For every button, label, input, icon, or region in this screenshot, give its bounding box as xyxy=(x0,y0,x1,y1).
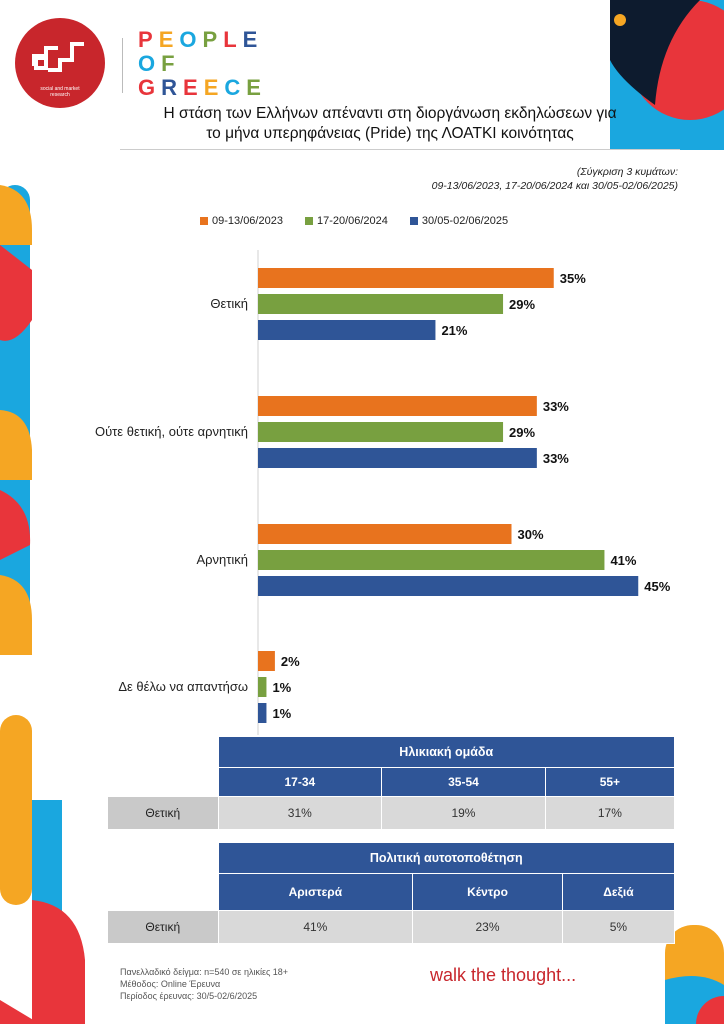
brand-letter: G xyxy=(138,75,162,100)
data-label: 41% xyxy=(610,553,636,568)
politics-col-header: Αριστερά xyxy=(217,873,414,911)
bar xyxy=(258,651,275,671)
bar xyxy=(258,268,554,288)
politics-col-header: Κέντρο xyxy=(412,873,563,911)
bar xyxy=(258,294,504,314)
brand-name-line-3: GREECE xyxy=(138,76,267,100)
chart-legend: 09-13/06/2023 17-20/06/2024 30/05-02/06/… xyxy=(200,214,580,228)
title-line-1: Η στάση των Ελλήνων απέναντι στη διοργάν… xyxy=(163,105,617,122)
footnote-sample: Πανελλαδικό δείγμα: n=540 σε ηλικίες 18+ xyxy=(120,967,289,977)
footnote-period: Περίοδος έρευνας: 30/5-02/6/2025 xyxy=(120,991,258,1001)
bar xyxy=(258,677,267,697)
legend-label: 09-13/06/2023 xyxy=(212,215,283,227)
legend-item: 09-13/06/2023 xyxy=(200,215,283,227)
brand-letter: L xyxy=(223,27,243,52)
data-label: 2% xyxy=(281,654,300,669)
bar xyxy=(258,576,639,596)
category-label: Ούτε θετική, ούτε αρνητική xyxy=(95,424,248,439)
brand-name-text: PEOPLE xyxy=(138,27,263,52)
category-label: Αρνητική xyxy=(196,552,248,567)
political-position-table: Πολιτική αυτοτοποθέτηση Αριστερά Κέντρο … xyxy=(107,842,676,944)
data-label: 30% xyxy=(518,527,544,542)
brand-letter: O xyxy=(179,27,203,52)
brand-letter: E xyxy=(246,75,267,100)
brand-letter: F xyxy=(161,51,181,76)
legend-item: 17-20/06/2024 xyxy=(304,215,388,227)
bar xyxy=(258,422,504,442)
brand-letter: E xyxy=(158,27,180,52)
age-group-table: Ηλικιακή ομάδα 17-34 35-54 55+ Θετική 31… xyxy=(107,736,676,830)
brand-letter: E xyxy=(242,27,264,52)
brand-letter: E xyxy=(203,75,225,100)
brand-letter: P xyxy=(202,27,224,52)
age-cell: 19% xyxy=(381,796,546,830)
age-cell: 17% xyxy=(544,796,676,830)
data-label: 35% xyxy=(560,271,586,286)
brand-name-text: OF xyxy=(138,51,181,76)
data-label: 45% xyxy=(644,579,670,594)
logo-caption: social and market research xyxy=(40,86,80,98)
legend-label: 17-20/06/2024 xyxy=(316,215,388,227)
bar xyxy=(258,448,537,468)
tagline: walk the thought... xyxy=(430,965,577,985)
data-label: 1% xyxy=(272,706,291,721)
brand-letter: R xyxy=(161,75,184,100)
bar xyxy=(258,703,267,723)
brand-letter: E xyxy=(183,75,204,100)
brand-name-text: GREECE xyxy=(138,75,267,100)
politics-cell: 41% xyxy=(217,910,414,944)
legend-swatch xyxy=(304,217,313,225)
brand-name-line-1: PEOPLE xyxy=(138,28,263,52)
brand-letter: C xyxy=(224,75,247,100)
politics-col-header: Δεξιά xyxy=(561,873,676,911)
legend-swatch xyxy=(409,217,418,225)
data-label: 33% xyxy=(543,399,569,414)
bar-chart: Θετική 35% 29% 21% Ούτε θετική, ούτε αρνητικ… xyxy=(95,250,671,735)
politics-cell: 23% xyxy=(412,910,563,944)
legend-label: 30/05-02/06/2025 xyxy=(421,215,509,227)
data-label: 29% xyxy=(509,425,535,440)
data-label: 29% xyxy=(509,297,535,312)
brand-letter: P xyxy=(138,27,159,52)
category-label: Δε θέλω να απαντήσω xyxy=(118,679,248,694)
age-col-header: 17-34 xyxy=(217,767,383,797)
subtitle-line-2: 09-13/06/2023, 17-20/06/2024 και 30/05-0… xyxy=(431,180,678,192)
brand-letter: O xyxy=(138,51,162,76)
data-label: 21% xyxy=(441,323,467,338)
politics-table-title: Πολιτική αυτοτοποθέτηση xyxy=(217,842,675,874)
brand-name-line-2: OF xyxy=(138,52,181,76)
data-label: 33% xyxy=(543,451,569,466)
politics-cell: 5% xyxy=(561,910,676,944)
page-title: Η στάση των Ελλήνων απέναντι στη διοργάν… xyxy=(110,104,670,144)
age-col-header: 35-54 xyxy=(381,767,546,797)
bar xyxy=(258,320,436,340)
title-underline xyxy=(120,149,680,150)
subtitle-line-1: (Σύγκριση 3 κυμάτων: xyxy=(576,166,678,178)
bar xyxy=(258,396,537,416)
category-label: Θετική xyxy=(210,296,248,311)
legend-item: 30/05-02/06/2025 xyxy=(409,215,509,227)
footnote: Πανελλαδικό δείγμα: n=540 σε ηλικίες 18+… xyxy=(120,966,288,1002)
legend-swatch xyxy=(200,217,208,225)
logo-mark-icon xyxy=(32,42,84,72)
header-divider xyxy=(122,38,123,93)
bar xyxy=(258,550,605,570)
age-col-header: 55+ xyxy=(544,767,676,797)
politics-row-label: Θετική xyxy=(107,910,219,944)
bar xyxy=(258,524,512,544)
age-cell: 31% xyxy=(217,796,383,830)
age-row-label: Θετική xyxy=(107,796,219,830)
footnote-method: Μέθοδος: Online Έρευνα xyxy=(120,979,221,989)
age-table-title: Ηλικιακή ομάδα xyxy=(217,736,675,768)
title-line-2: το μήνα υπερηφάνειας (Pride) της ΛΟΑΤΚΙ … xyxy=(206,125,574,142)
data-label: 1% xyxy=(272,680,291,695)
